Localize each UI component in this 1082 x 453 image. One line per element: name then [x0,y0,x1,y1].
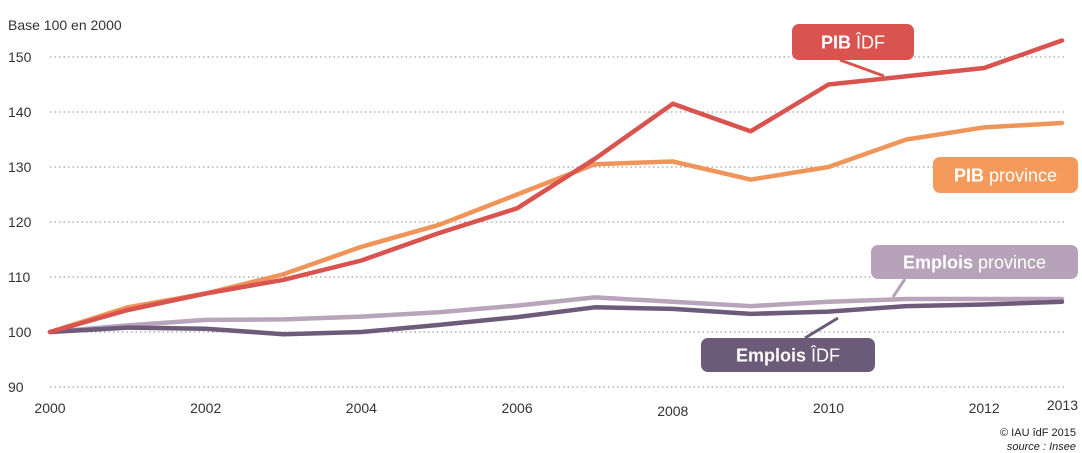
label-box [701,338,875,372]
label-rest-part: ÎDF [851,33,885,53]
series-line-2 [47,295,1065,335]
y-tick-label: 130 [8,159,32,175]
series-label-0: PIB ÎDF [792,24,914,78]
series-label-2: Emplois province [871,245,1078,298]
x-tick-label: 2002 [190,400,221,416]
label-leader [804,316,839,340]
y-tick-label: 100 [8,324,32,340]
series-label-text: Emplois ÎDF [736,346,840,366]
series-label-1: PIB province [933,157,1078,193]
label-box [871,245,1078,279]
label-bold-part: PIB [954,166,984,186]
x-tick-label: 2012 [969,400,1000,416]
copyright-credit: © IAU îdF 2015 [1000,427,1076,439]
label-bold-part: Emplois [903,253,973,273]
label-box [792,24,914,60]
gridlines [50,56,1066,388]
x-tick-label: 2000 [34,400,65,416]
source-credit: source : Insee [1007,441,1076,453]
series-label-text: PIB province [954,166,1057,186]
label-rest-part: ÎDF [806,346,840,366]
series-label-text: Emplois province [903,253,1046,273]
y-tick-label: 150 [8,49,32,65]
y-tick-label: 140 [8,104,32,120]
label-rest-part: province [973,253,1046,273]
y-tick-label: 110 [8,269,31,285]
label-bold-part: PIB [821,33,851,53]
label-leader [839,58,885,78]
x-tick-label: 2006 [501,400,532,416]
series-line-3 [47,299,1065,337]
label-rest-part: province [984,166,1057,186]
x-tick-label: 2008 [657,403,688,419]
x-tick-label: 2004 [346,400,377,416]
label-leader [891,278,907,298]
x-tick-label: 2013 [1047,397,1078,413]
y-tick-labels: 90 100 110 120 130 140 150 [8,49,32,395]
series-label-text: PIB ÎDF [821,33,885,53]
series-label-3: Emplois ÎDF [701,316,875,372]
y-tick-label: 90 [8,379,24,395]
label-bold-part: Emplois [736,346,806,366]
y-tick-label: 120 [8,214,32,230]
x-tick-labels: 2000 2002 2004 2006 2008 2010 2012 2013 [34,397,1078,419]
label-box [933,157,1078,193]
y-axis-title: Base 100 en 2000 [8,17,122,33]
series-lines [47,38,1065,337]
series-line-0 [47,38,1065,335]
x-tick-label: 2010 [813,400,844,416]
